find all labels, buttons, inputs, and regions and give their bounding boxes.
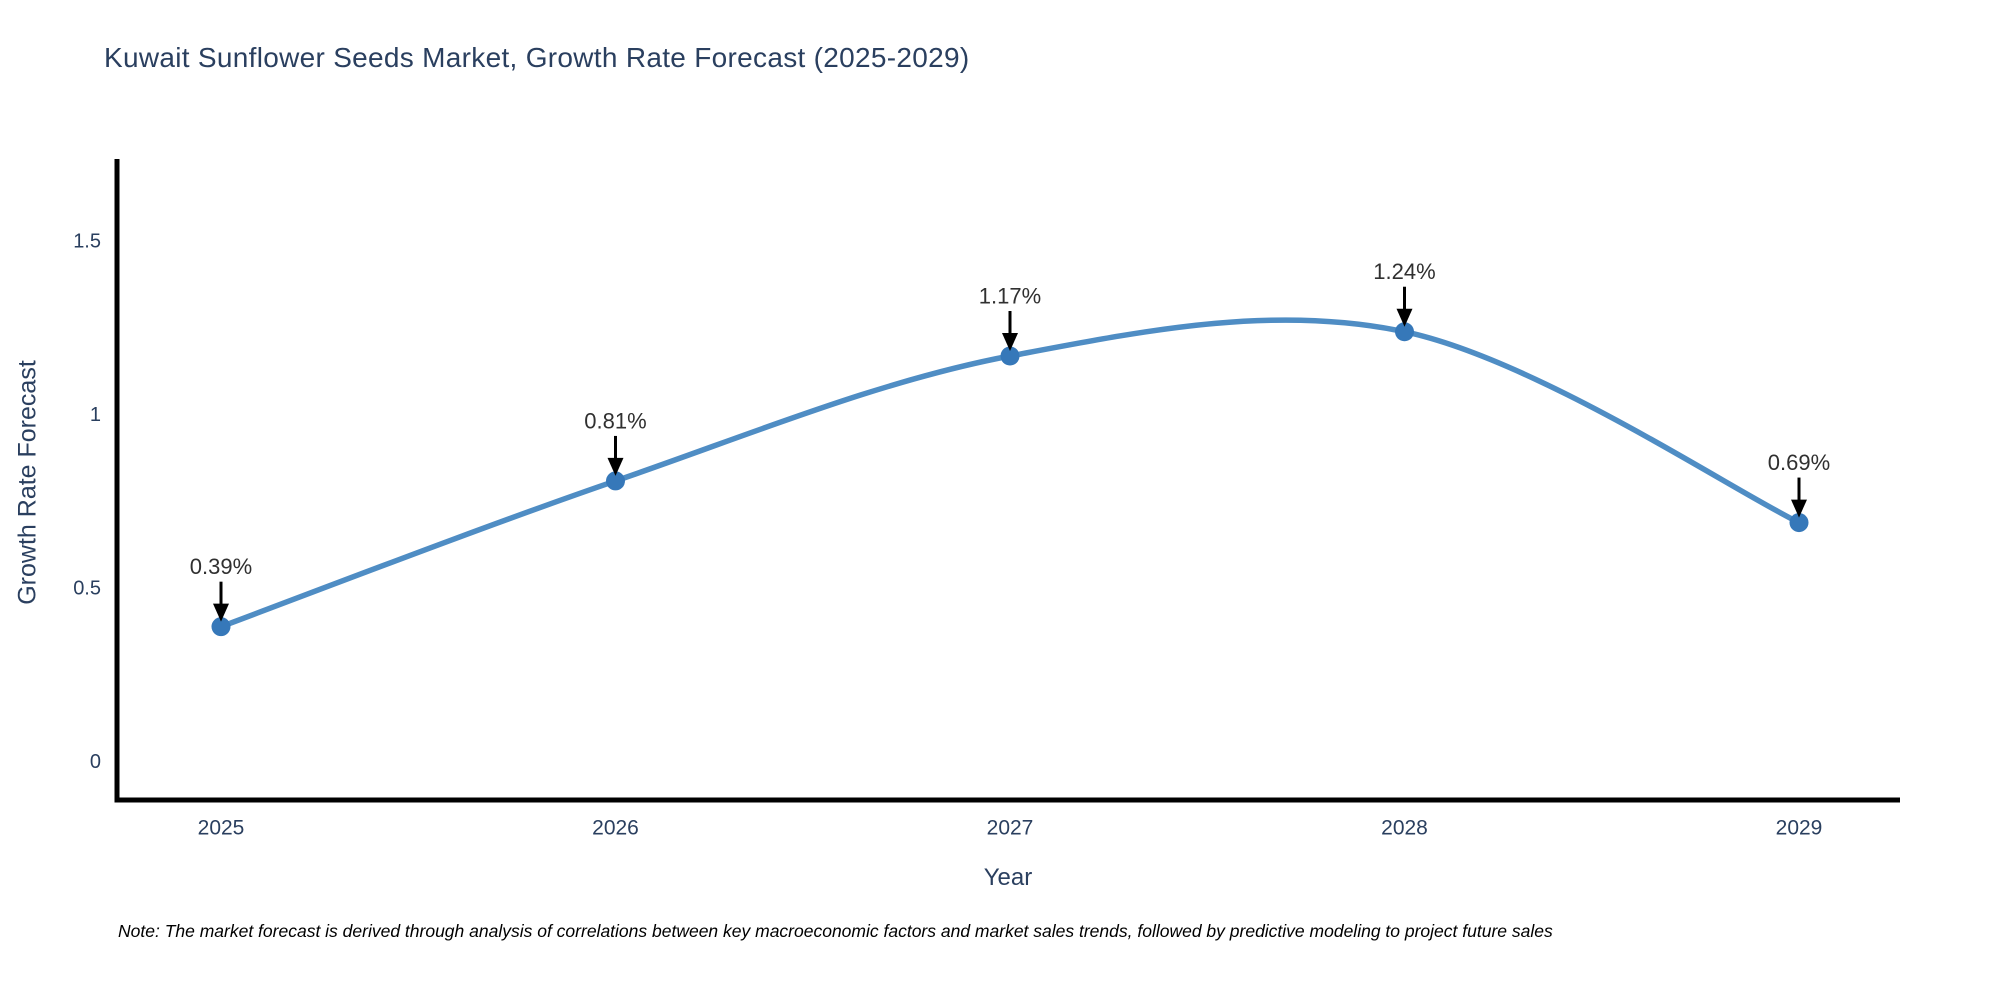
data-point-marker	[1395, 322, 1414, 342]
annotation-arrow-head	[213, 603, 229, 622]
y-tick-label: 1.5	[73, 231, 101, 253]
x-tick-label: 2027	[987, 817, 1034, 840]
data-point-marker	[606, 471, 625, 491]
annotation-arrow-head	[1002, 333, 1018, 352]
data-point-marker	[1789, 513, 1809, 533]
annotation-arrow-head	[1791, 499, 1807, 518]
data-point-marker	[211, 617, 231, 637]
x-tick-label: 2026	[592, 817, 639, 840]
annotation-label: 1.17%	[979, 284, 1041, 309]
y-tick-label: 0.5	[73, 578, 101, 600]
annotation-label: 0.81%	[584, 408, 646, 433]
y-tick-label: 0	[90, 751, 101, 773]
x-tick-label: 2029	[1776, 817, 1823, 840]
annotation-label: 0.69%	[1768, 450, 1830, 475]
annotation-label: 1.24%	[1373, 259, 1435, 284]
annotation-label: 0.39%	[190, 554, 252, 579]
data-point-marker	[1000, 346, 1020, 366]
footnote: Note: The market forecast is derived thr…	[118, 921, 1553, 941]
x-axis-title: Year	[983, 864, 1033, 891]
annotation-arrow-head	[1396, 308, 1413, 327]
annotation-arrow-head	[607, 457, 624, 476]
chart-title: Kuwait Sunflower Seeds Market, Growth Ra…	[104, 42, 970, 73]
x-tick-label: 2028	[1381, 817, 1428, 840]
series-line	[218, 317, 1802, 630]
x-tick-label: 2025	[198, 817, 245, 840]
y-tick-label: 1	[90, 404, 101, 426]
